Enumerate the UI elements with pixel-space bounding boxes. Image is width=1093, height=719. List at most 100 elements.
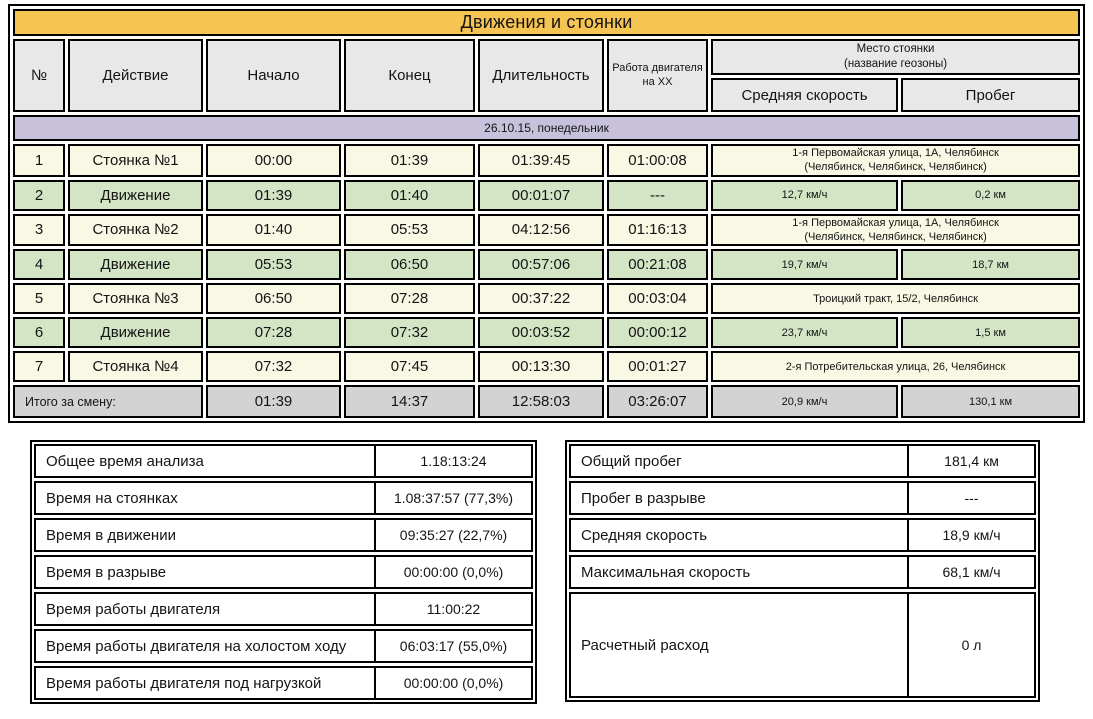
summary-row: Расчетный расход 0 л	[569, 592, 1036, 699]
cell-mileage: 18,7 км	[901, 249, 1081, 281]
cell-engine-idle: 00:03:04	[607, 283, 708, 315]
cell-start: 00:00	[206, 144, 341, 177]
cell-duration: 00:37:22	[478, 283, 604, 315]
cell-engine-idle: 00:00:12	[607, 317, 708, 349]
date-group-row: 26.10.15, понедельник	[13, 115, 1081, 141]
cell-engine-idle: 00:21:08	[607, 249, 708, 281]
summary-row: Время работы двигателя на холостом ходу …	[34, 629, 533, 664]
col-header-action: Действие	[68, 39, 203, 112]
cell-duration: 00:13:30	[478, 351, 604, 383]
cell-num: 3	[13, 213, 65, 247]
summary-value: 06:03:17 (55,0%)	[399, 638, 508, 655]
cell-start: 01:40	[206, 213, 341, 247]
cell-num: 2	[13, 179, 65, 211]
cell-num: 1	[13, 144, 65, 177]
summary-value: 18,9 км/ч	[942, 527, 1001, 544]
totals-label: Итого за смену:	[13, 385, 203, 419]
cell-action: Стоянка №2	[68, 213, 203, 247]
cell-end: 07:32	[344, 317, 475, 349]
summary-row: Время работы двигателя под нагрузкой 00:…	[34, 666, 533, 701]
summary-row: Максимальная скорость 68,1 км/ч	[569, 555, 1036, 590]
cell-start: 07:28	[206, 317, 341, 349]
cell-engine-idle: 01:00:08	[607, 144, 708, 177]
cell-engine-idle: 00:01:27	[607, 351, 708, 383]
table-row-move-2: 2 Движение 01:39 01:40 00:01:07 --- 12,7…	[13, 179, 1081, 211]
movements-report: Движения и стоянки № Действие Начало Кон…	[8, 4, 1093, 424]
totals-mileage: 130,1 км	[901, 385, 1081, 419]
cell-mileage: 0,2 км	[901, 179, 1081, 211]
summary-row: Время в разрыве 00:00:00 (0,0%)	[34, 555, 533, 590]
col-header-start: Начало	[206, 39, 341, 112]
col-header-place-group: Место стоянки (название геозоны)	[711, 39, 1081, 75]
cell-end: 05:53	[344, 213, 475, 247]
cell-start: 07:32	[206, 351, 341, 383]
place-line1: 1-я Первомайская улица, 1А, Челябинск	[792, 147, 999, 159]
summary-value: 1.08:37:57 (77,3%)	[393, 490, 514, 507]
totals-avg-speed: 20,9 км/ч	[711, 385, 898, 419]
table-row-move-4: 4 Движение 05:53 06:50 00:57:06 00:21:08…	[13, 249, 1081, 281]
summary-row: Время в движении 09:35:27 (22,7%)	[34, 518, 533, 553]
cell-duration: 04:12:56	[478, 213, 604, 247]
summary-row: Общее время анализа 1.18:13:24	[34, 444, 533, 479]
place-line2: (Челябинск, Челябинск, Челябинск)	[804, 230, 987, 243]
cell-action: Движение	[68, 317, 203, 349]
table-row-stop-5: 5 Стоянка №3 06:50 07:28 00:37:22 00:03:…	[13, 283, 1081, 315]
summary-value: 09:35:27 (22,7%)	[399, 527, 508, 544]
cell-duration: 00:03:52	[478, 317, 604, 349]
cell-action: Движение	[68, 179, 203, 211]
cell-start: 06:50	[206, 283, 341, 315]
cell-action: Стоянка №1	[68, 144, 203, 177]
summary-row: Время работы двигателя 11:00:22	[34, 592, 533, 627]
place-group-title: Место стоянки	[856, 43, 935, 56]
summary-label: Время в разрыве	[36, 557, 376, 588]
cell-duration: 00:01:07	[478, 179, 604, 211]
cell-mileage: 1,5 км	[901, 317, 1081, 349]
place-line1: 1-я Первомайская улица, 1А, Челябинск	[792, 216, 999, 229]
cell-num: 4	[13, 249, 65, 281]
place-line2: (Челябинск, Челябинск, Челябинск)	[804, 161, 987, 174]
summary-label: Время работы двигателя под нагрузкой	[36, 668, 376, 699]
table-row-move-6: 6 Движение 07:28 07:32 00:03:52 00:00:12…	[13, 317, 1081, 349]
summary-label: Расчетный расход	[571, 594, 909, 697]
col-header-mileage: Пробег	[901, 78, 1081, 112]
totals-start: 01:39	[206, 385, 341, 419]
cell-start: 05:53	[206, 249, 341, 281]
cell-action: Стоянка №3	[68, 283, 203, 315]
summary-label: Пробег в разрыве	[571, 483, 909, 514]
cell-num: 5	[13, 283, 65, 315]
table-row-stop-7: 7 Стоянка №4 07:32 07:45 00:13:30 00:01:…	[13, 351, 1081, 383]
cell-end: 07:45	[344, 351, 475, 383]
summary-value: 0 л	[961, 637, 982, 654]
place-line1: Троицкий тракт, 15/2, Челябинск	[813, 292, 978, 305]
cell-end: 01:39	[344, 144, 475, 177]
col-header-end: Конец	[344, 39, 475, 112]
cell-action: Стоянка №4	[68, 351, 203, 383]
cell-start: 01:39	[206, 179, 341, 211]
totals-engine-idle: 03:26:07	[607, 385, 708, 419]
summary-label: Время на стоянках	[36, 483, 376, 514]
cell-num: 6	[13, 317, 65, 349]
col-header-engine-idle: Работа двигателя на ХХ	[607, 39, 708, 112]
date-label: 26.10.15, понедельник	[13, 115, 1081, 141]
cell-end: 07:28	[344, 283, 475, 315]
summary-row: Время на стоянках 1.08:37:57 (77,3%)	[34, 481, 533, 516]
table-row-stop-1: 1 Стоянка №1 00:00 01:39 01:39:45 01:00:…	[13, 144, 1081, 177]
cell-avg-speed: 23,7 км/ч	[711, 317, 898, 349]
summary-label: Максимальная скорость	[571, 557, 909, 588]
cell-end: 01:40	[344, 179, 475, 211]
totals-end: 14:37	[344, 385, 475, 419]
mileage-summary-table: Общий пробег 181,4 км Пробег в разрыве -…	[565, 440, 1040, 703]
time-summary-table: Общее время анализа 1.18:13:24 Время на …	[30, 440, 537, 705]
totals-row: Итого за смену: 01:39 14:37 12:58:03 03:…	[13, 385, 1081, 419]
cell-duration: 01:39:45	[478, 144, 604, 177]
summary-row: Общий пробег 181,4 км	[569, 444, 1036, 479]
col-header-num: №	[13, 39, 65, 112]
cell-end: 06:50	[344, 249, 475, 281]
cell-place: 1-я Первомайская улица, 1А, Челябинск (Ч…	[711, 213, 1081, 247]
summary-label: Время в движении	[36, 520, 376, 551]
summary-label: Время работы двигателя	[36, 594, 376, 625]
summary-value: 1.18:13:24	[420, 453, 487, 470]
table-row-stop-3: 3 Стоянка №2 01:40 05:53 04:12:56 01:16:…	[13, 213, 1081, 247]
place-group-subtitle: (название геозоны)	[844, 58, 948, 70]
summary-label: Средняя скорость	[571, 520, 909, 551]
